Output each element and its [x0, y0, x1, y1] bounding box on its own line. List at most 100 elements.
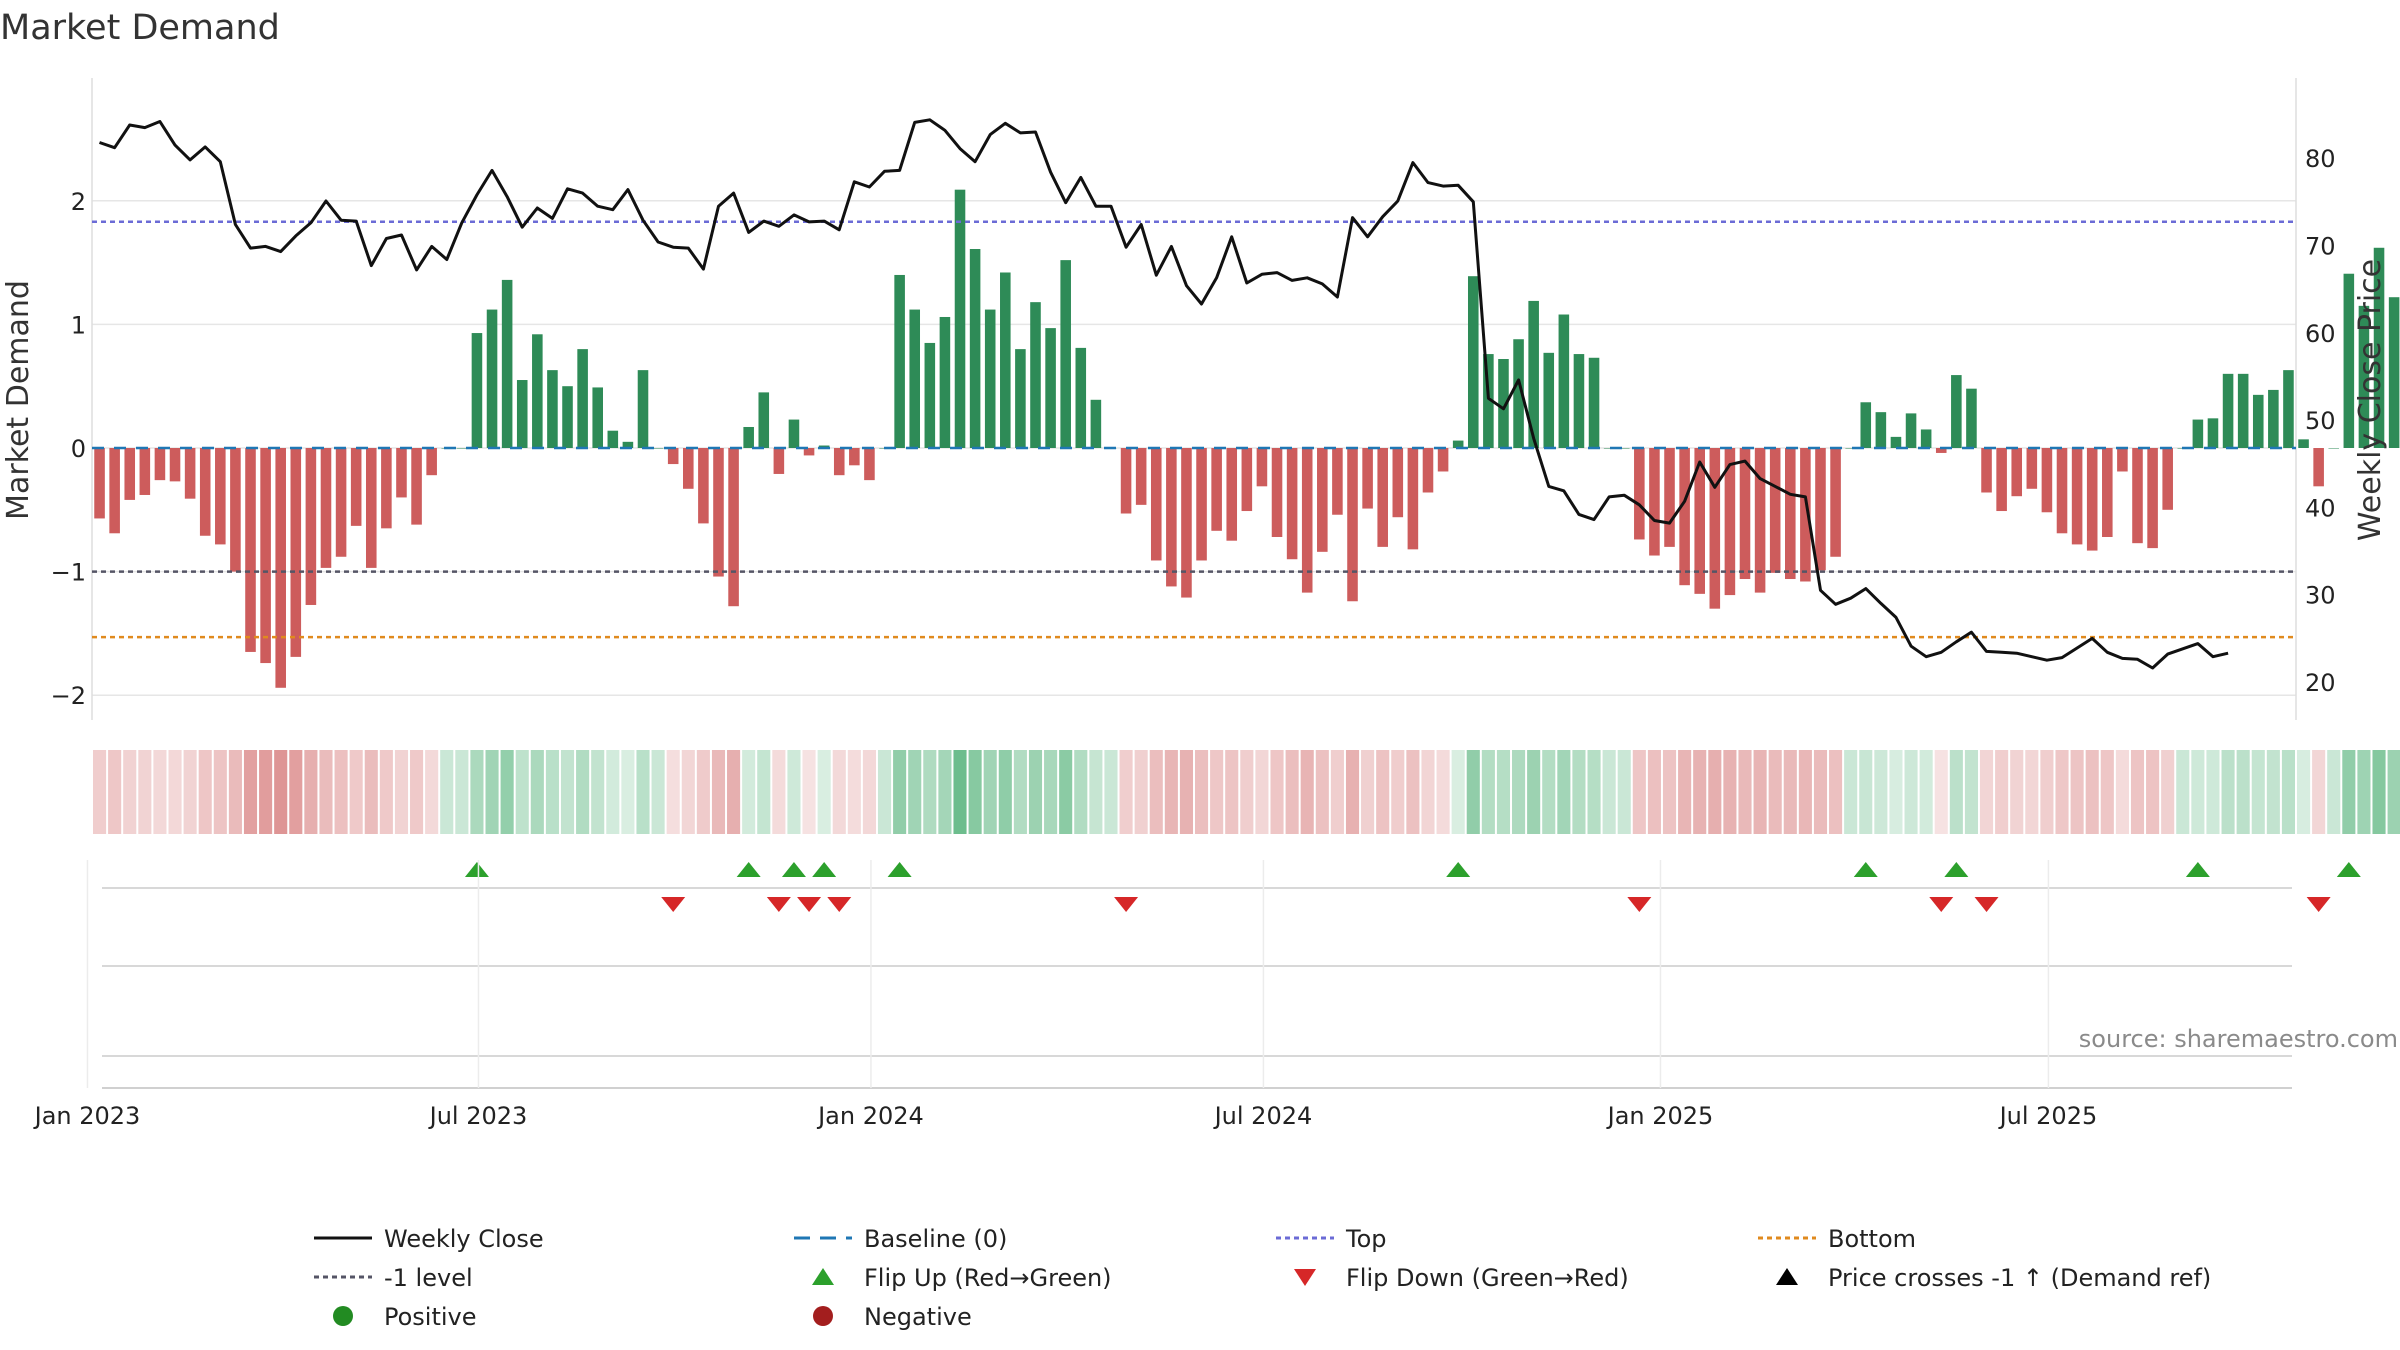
legend-label: Bottom: [1828, 1225, 1916, 1253]
demand-bar: [350, 448, 362, 526]
x-axis: Jan 2023 Jul 2023 Jan 2024 Jul 2024 Jan 2025…: [33, 860, 2098, 1130]
demand-bar: [2086, 448, 2098, 551]
heat-cell: [425, 750, 439, 834]
legend-item: Flip Up (Red→Green): [812, 1264, 1112, 1292]
demand-bar: [1226, 448, 1238, 541]
heat-cell: [259, 750, 273, 834]
heat-cell: [1074, 750, 1088, 834]
y-tick-label: −2: [51, 682, 86, 710]
y-tick-label: 1: [71, 311, 86, 339]
flip-up-marker: [1944, 862, 1969, 877]
demand-bar: [1075, 347, 1087, 448]
heat-cell: [168, 750, 182, 834]
heat-cell: [470, 750, 484, 834]
heat-cell: [772, 750, 786, 834]
demand-bar: [2328, 448, 2340, 449]
demand-bar: [1090, 399, 1102, 448]
demand-bar: [396, 448, 407, 498]
heat-cell: [2342, 750, 2356, 834]
demand-bar: [230, 448, 241, 572]
x-tick-label: Jul 2024: [1213, 1102, 1313, 1130]
demand-bar: [1920, 429, 1932, 448]
heat-cell: [1391, 750, 1405, 834]
demand-bar: [335, 448, 347, 557]
heat-cell: [1481, 750, 1495, 834]
heat-cell: [938, 750, 952, 834]
demand-bar: [1890, 436, 1902, 448]
heat-cell: [757, 750, 771, 834]
flip-signals-panel: [102, 862, 2361, 1089]
heat-cell: [742, 750, 756, 834]
demand-bar: [2252, 394, 2264, 448]
heat-cell: [1225, 750, 1239, 834]
demand-bar: [622, 441, 634, 448]
flip-down-marker: [2306, 897, 2331, 912]
heat-cell: [681, 750, 695, 834]
chart-title: Market Demand: [0, 8, 280, 48]
demand-bar: [1528, 300, 1539, 448]
legend-label: Flip Down (Green→Red): [1346, 1264, 1629, 1292]
demand-bar: [1196, 448, 1207, 561]
legend-swatch: [812, 1268, 834, 1285]
heat-cell: [1406, 750, 1420, 834]
heat-cell: [455, 750, 469, 834]
demand-bar: [1875, 412, 1887, 448]
heat-cell: [1708, 750, 1722, 834]
heat-cell: [953, 750, 967, 834]
demand-bar: [773, 448, 785, 474]
demand-bar: [1649, 448, 1660, 556]
demand-bar: [275, 448, 286, 688]
heat-cell: [1678, 750, 1692, 834]
demand-bar: [1981, 448, 1992, 493]
heat-cell: [2387, 750, 2400, 834]
demand-bar: [2147, 448, 2158, 549]
heat-cell: [711, 750, 726, 834]
heat-cell: [1647, 750, 1661, 834]
demand-bar: [1724, 448, 1736, 596]
legend-item: Positive: [333, 1303, 477, 1331]
demand-bar: [1181, 448, 1192, 598]
flip-up-marker: [464, 862, 489, 877]
heat-cell: [1964, 750, 1978, 834]
heat-cell: [2281, 750, 2295, 834]
heat-cell: [1361, 750, 1375, 834]
demand-bar: [2283, 370, 2294, 448]
legend-item: -1 level: [314, 1264, 473, 1292]
heat-cell: [1436, 750, 1450, 834]
heat-cell: [893, 750, 907, 834]
demand-heat-strip: [93, 750, 2400, 834]
demand-bar: [2298, 439, 2309, 448]
heat-cell: [1255, 750, 1269, 834]
demand-bar: [1573, 354, 1585, 448]
heat-cell: [1768, 750, 1782, 834]
demand-bar: [1739, 448, 1751, 580]
demand-bar: [713, 448, 724, 577]
demand-bar: [1905, 413, 1917, 448]
heat-cell: [108, 750, 122, 834]
heat-cell: [923, 750, 937, 834]
demand-bar: [109, 448, 120, 534]
demand-bar: [426, 448, 437, 476]
flip-down-marker: [797, 897, 822, 912]
heat-cell: [1089, 750, 1103, 834]
demand-bar: [1286, 448, 1298, 560]
x-tick-label: Jul 2025: [1998, 1102, 2098, 1130]
demand-bar: [939, 316, 951, 448]
y-axis-label: Market Demand: [1, 280, 36, 520]
heat-cell: [2040, 750, 2054, 834]
demand-bar: [969, 249, 981, 448]
demand-bar: [2237, 373, 2249, 448]
demand-bar: [1588, 357, 1600, 448]
demand-bar: [471, 333, 483, 448]
flip-up-marker: [2336, 862, 2361, 877]
heat-cell: [1345, 750, 1360, 834]
y-tick-label: 0: [71, 435, 86, 463]
heat-cell: [2161, 750, 2175, 834]
demand-bar: [698, 448, 709, 524]
heat-cell: [1028, 750, 1043, 834]
y2-tick-label: 70: [2305, 233, 2336, 261]
heat-cell: [2010, 750, 2024, 834]
heat-cell: [1059, 750, 1073, 834]
heat-cell: [2357, 750, 2371, 834]
demand-bar: [547, 370, 558, 448]
